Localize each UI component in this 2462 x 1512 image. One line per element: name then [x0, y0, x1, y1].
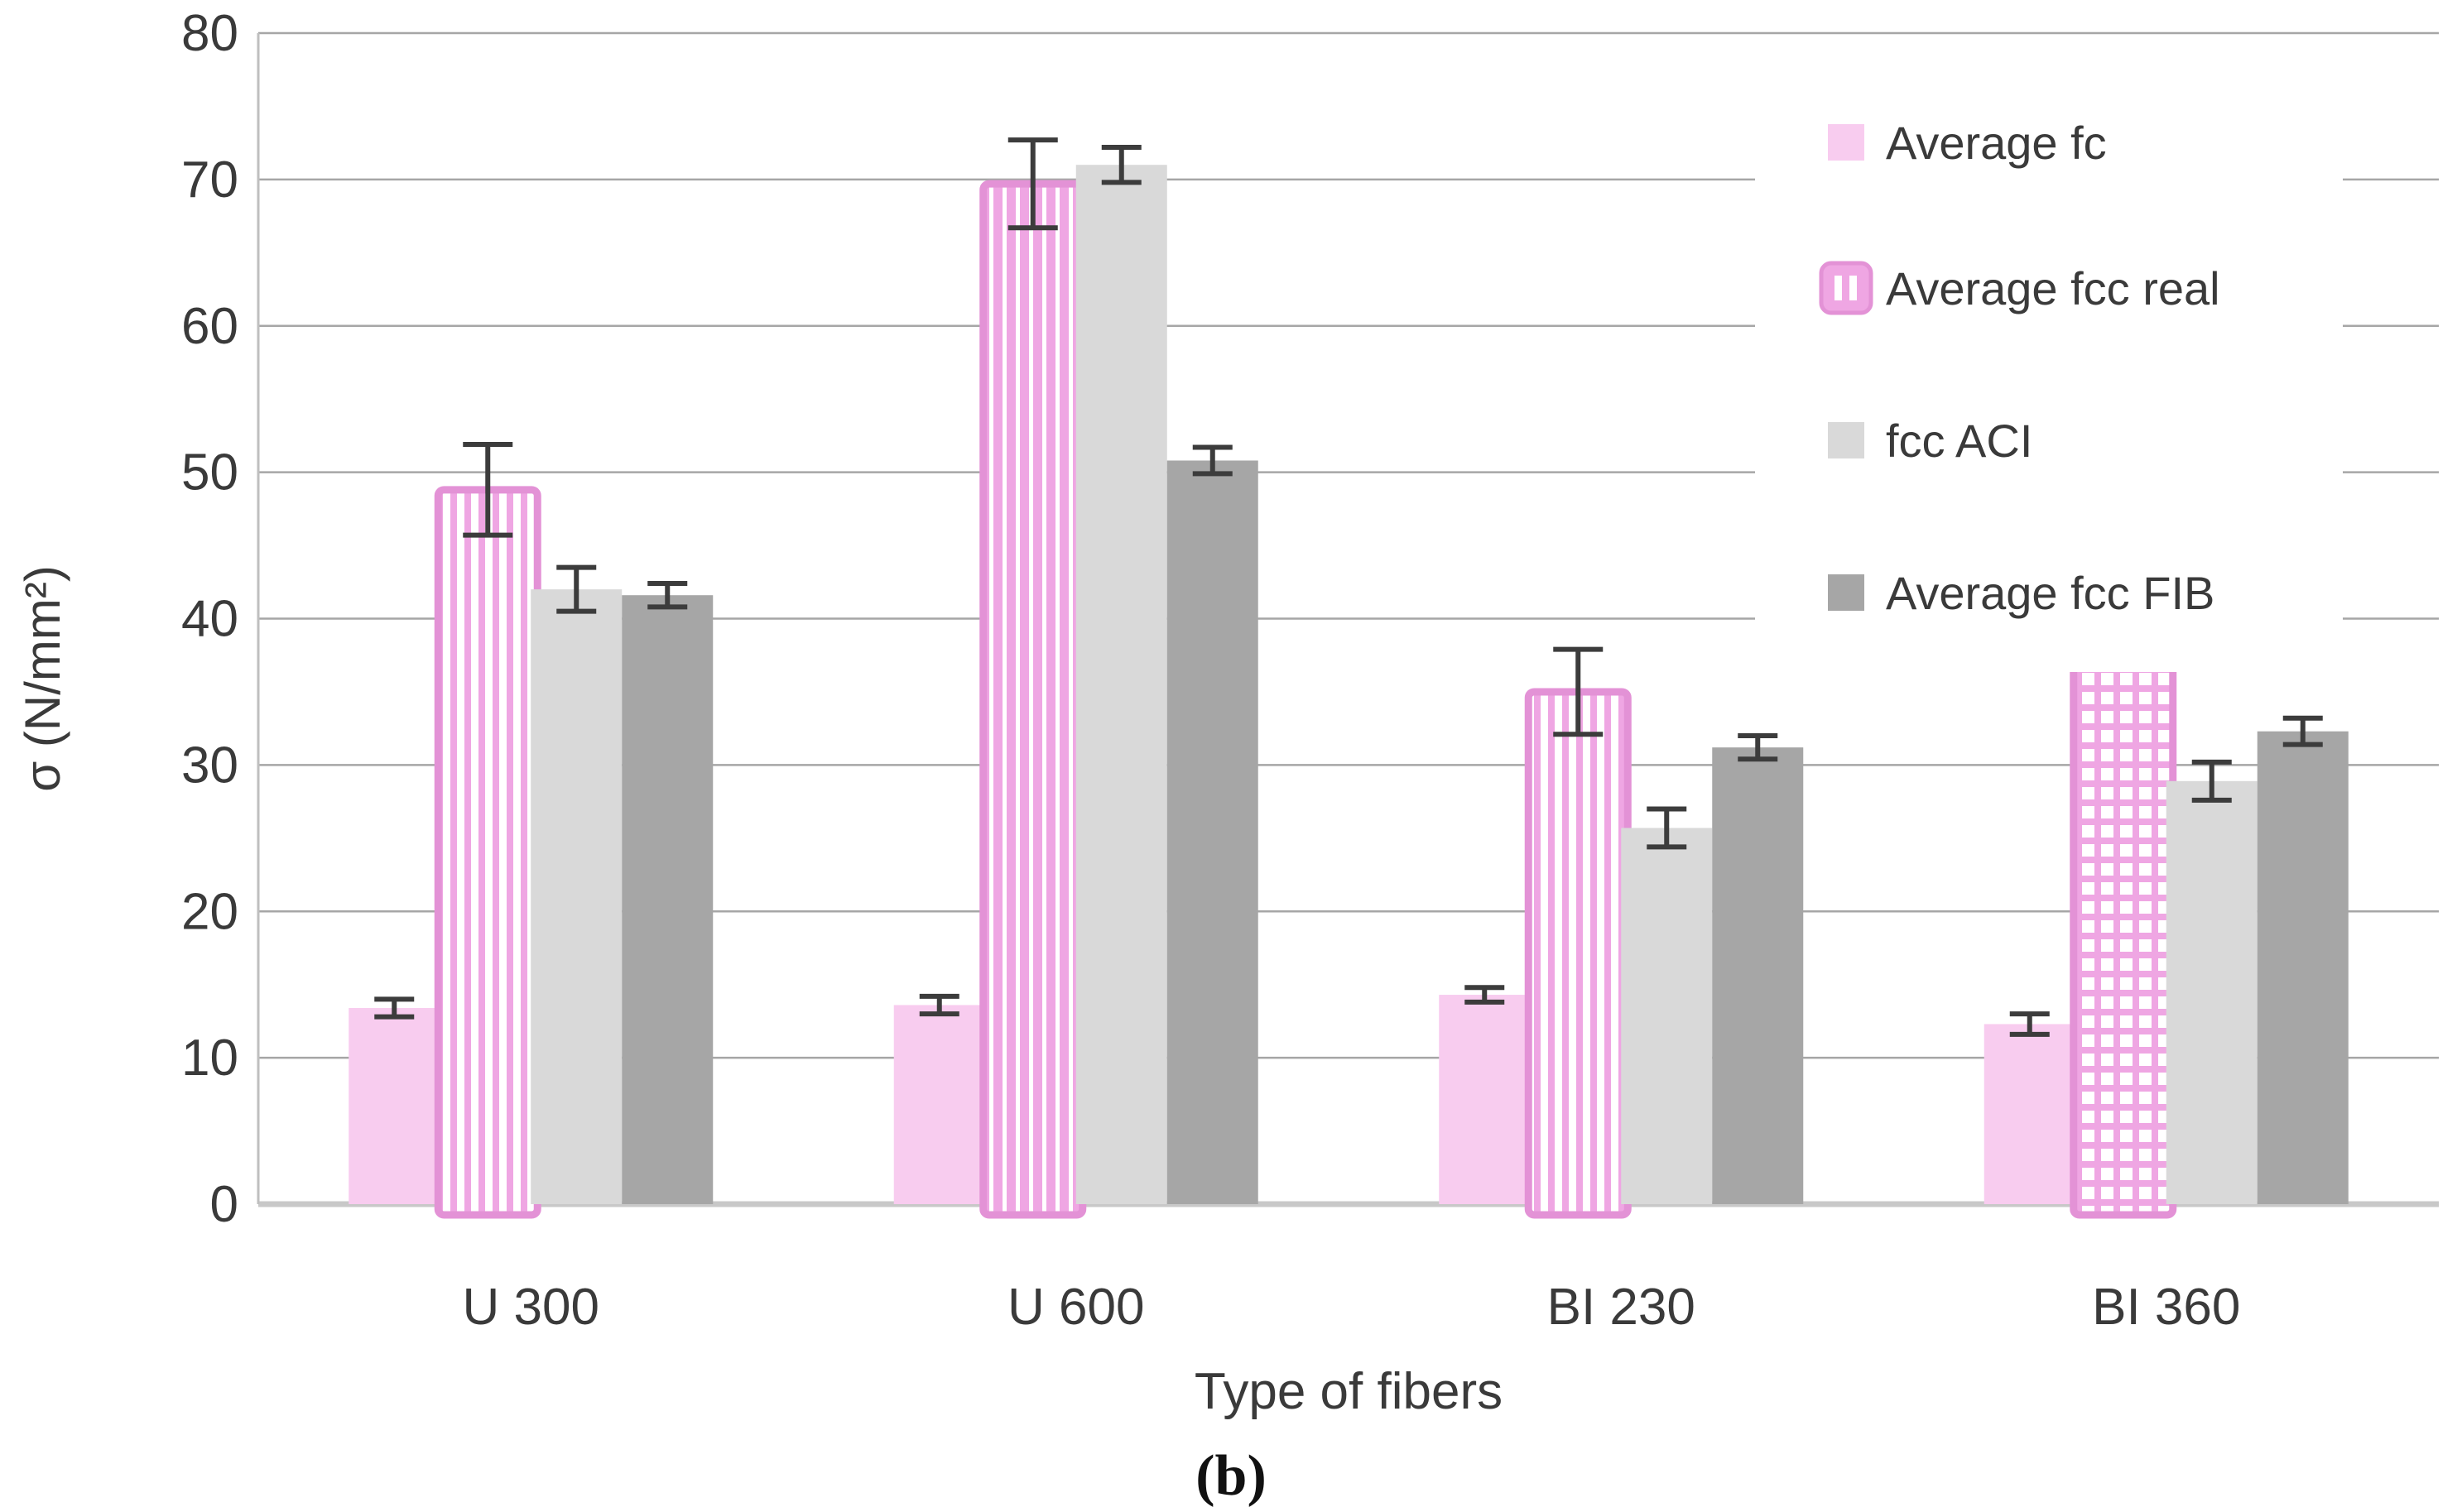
bar-fcc-aci-bi-230: [1621, 828, 1713, 1204]
y-tick-label-70: 70: [181, 151, 238, 209]
legend-item-average-fcc-fib: Average fcc FIB: [1828, 567, 2214, 619]
error-bar-average-fcc-fib-u-600: [1192, 444, 1233, 477]
bar-fcc-aci-u-600: [1075, 165, 1167, 1204]
error-bar-fcc-aci-u-300: [556, 564, 597, 614]
legend-label-average-fcc-real: Average fcc real: [1886, 262, 2220, 314]
error-bar-fcc-aci-bi-230: [1647, 806, 1687, 850]
y-tick-label-50: 50: [181, 444, 238, 502]
bar-fcc-aci-u-300: [531, 589, 623, 1204]
y-tick-label-10: 10: [181, 1030, 238, 1087]
legend-item-average-fc: Average fc: [1828, 117, 2107, 169]
y-tick-label-60: 60: [181, 298, 238, 355]
bar-fcc-aci-bi-360: [2166, 780, 2258, 1204]
y-tick-label-0: 0: [210, 1176, 238, 1233]
x-tick-label-bi-230: BI 230: [1547, 1279, 1695, 1336]
bar-average-fcc-real-u-600: [979, 180, 1087, 1219]
x-tick-label-u-300: U 300: [463, 1279, 599, 1336]
bar-average-fcc-fib-bi-230: [1712, 747, 1804, 1204]
error-bar-average-fcc-fib-bi-230: [1738, 733, 1778, 762]
figure-caption: (b): [1195, 1444, 1267, 1508]
error-bar-average-fcc-real-u-600: [1007, 137, 1058, 231]
legend-label-average-fcc-fib: Average fcc FIB: [1886, 567, 2214, 619]
legend-label-fcc-aci: fcc ACI: [1886, 415, 2032, 467]
legend-swatch-average-fc-icon: [1828, 124, 1864, 161]
bar-average-fc-bi-230: [1439, 995, 1531, 1204]
legend-item-average-fcc-real: Average fcc real: [1819, 261, 2220, 315]
y-tick-label-40: 40: [181, 591, 238, 648]
error-bar-average-fcc-fib-bi-360: [2282, 715, 2323, 747]
bar-average-fc-u-600: [893, 1005, 985, 1204]
error-bar-average-fc-u-300: [374, 996, 415, 1020]
y-tick-label-30: 30: [181, 737, 238, 794]
bar-average-fcc-real-bi-360: [2070, 593, 2177, 1219]
bar-average-fcc-fib-bi-360: [2257, 731, 2349, 1204]
error-bar-average-fcc-fib-u-300: [647, 581, 688, 610]
x-axis-title: Type of fibers: [1195, 1363, 1503, 1420]
error-bar-average-fc-bi-230: [1464, 985, 1505, 1005]
error-bar-average-fcc-real-bi-230: [1553, 646, 1604, 737]
bar-average-fcc-fib-u-300: [622, 595, 714, 1204]
error-bar-average-fcc-real-u-300: [463, 442, 513, 538]
legend-swatch-fcc-aci-icon: [1828, 422, 1864, 458]
bar-average-fcc-real-u-300: [434, 486, 541, 1219]
y-tick-label-80: 80: [181, 5, 238, 62]
bar-average-fcc-fib-u-600: [1166, 460, 1258, 1204]
y-tick-label-20: 20: [181, 883, 238, 940]
legend-swatch-average-fcc-fib-icon: [1828, 574, 1864, 611]
legend-background: [1755, 73, 2343, 672]
bar-average-fc-u-300: [349, 1007, 440, 1204]
x-tick-label-bi-360: BI 360: [2092, 1279, 2240, 1336]
legend-swatch-average-fcc-real-icon: [1819, 261, 1873, 315]
legend-label-average-fc: Average fc: [1886, 117, 2107, 169]
y-axis-title: σ (N/mm²): [15, 565, 70, 792]
bar-average-fc-bi-360: [1984, 1024, 2075, 1204]
bar-average-fcc-real-bi-230: [1524, 688, 1632, 1219]
x-tick-label-u-600: U 600: [1007, 1279, 1144, 1336]
legend-item-fcc-aci: fcc ACI: [1828, 415, 2032, 467]
error-bar-fcc-aci-bi-360: [2191, 759, 2232, 803]
error-bar-average-fc-u-600: [919, 993, 959, 1017]
error-bar-average-fc-bi-360: [2009, 1011, 2050, 1037]
error-bar-fcc-aci-u-600: [1101, 144, 1142, 185]
